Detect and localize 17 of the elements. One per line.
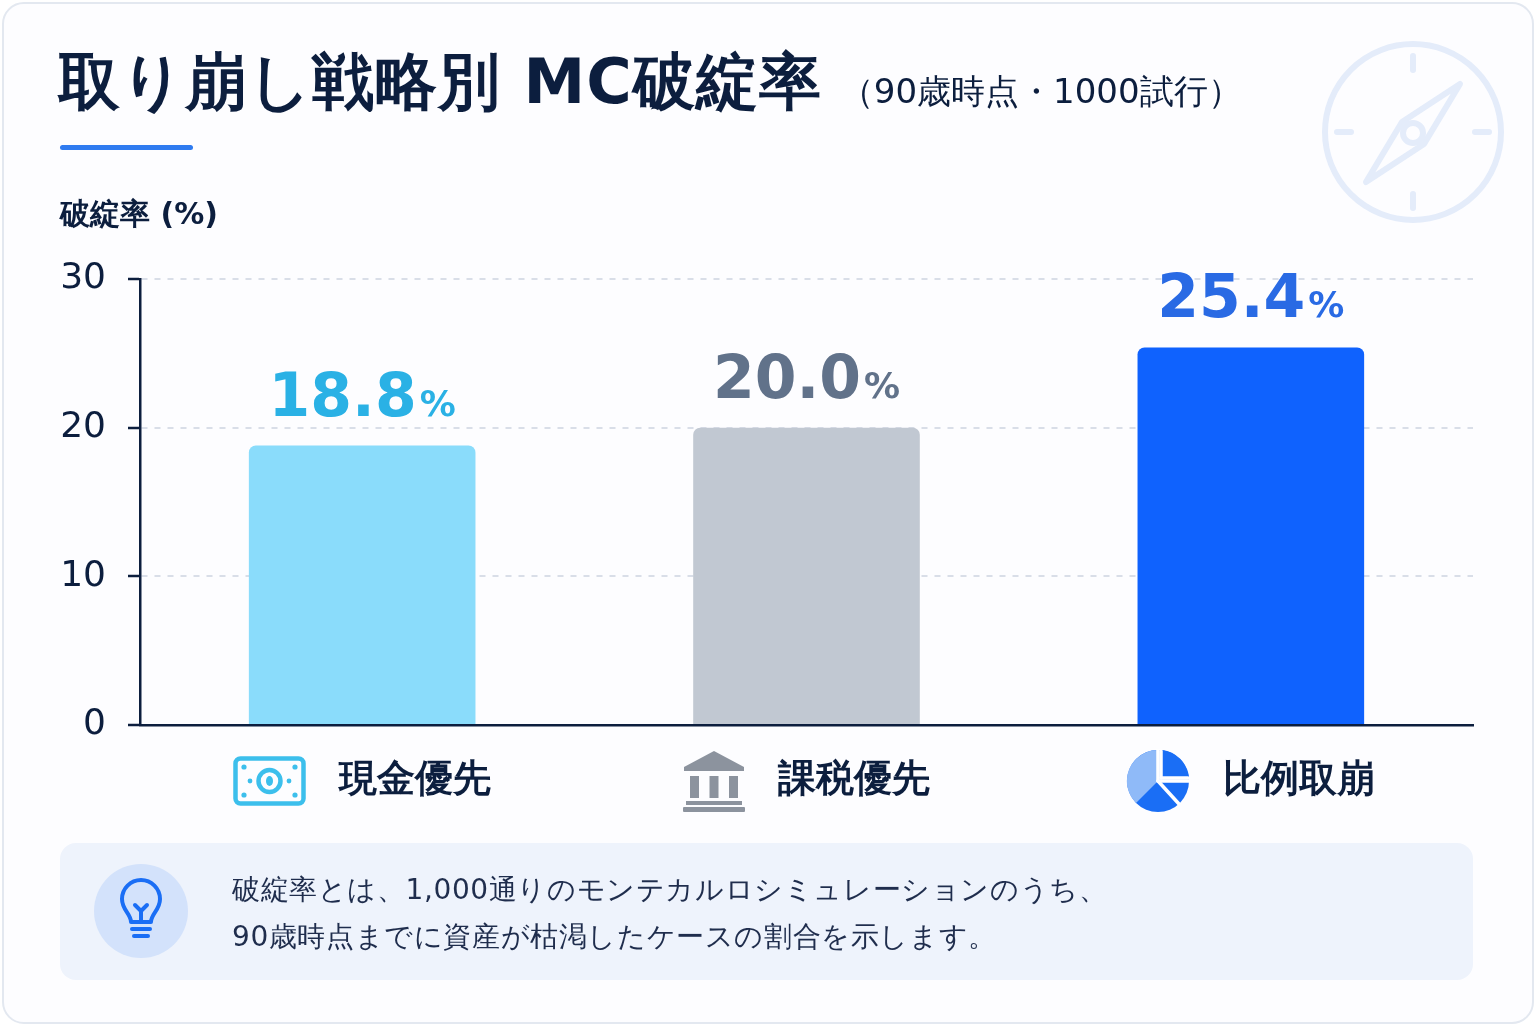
x-tick-label: 比例取崩 (1223, 755, 1376, 800)
bar (1137, 347, 1365, 724)
data-label: 25.4% (1157, 261, 1345, 332)
y-tick-label: 10 (60, 552, 106, 594)
chart-title: 取り崩し戦略別 MC破綻率 (58, 45, 822, 118)
data-label: 20.0% (712, 341, 901, 412)
text: 破綻率とは、1,000通りのモンテカルロシミュレーションのうち、 90歳時点までに資産が枯渇したケースの割合を示します。 (232, 872, 1108, 955)
bar (248, 445, 476, 724)
chart-subtitle: （90歳時点・1000試行） (839, 71, 1242, 111)
data-label: 18.8% (268, 359, 456, 430)
y-axis-title: 破綻率 (%) (60, 195, 218, 233)
x-tick-label: 現金優先 (337, 755, 492, 800)
y-tick-label: 0 (83, 701, 106, 743)
y-tick-label: 30 (60, 255, 106, 297)
x-tick-label: 課税優先 (777, 755, 930, 800)
y-tick-label: 20 (60, 404, 106, 446)
bar (693, 427, 920, 724)
